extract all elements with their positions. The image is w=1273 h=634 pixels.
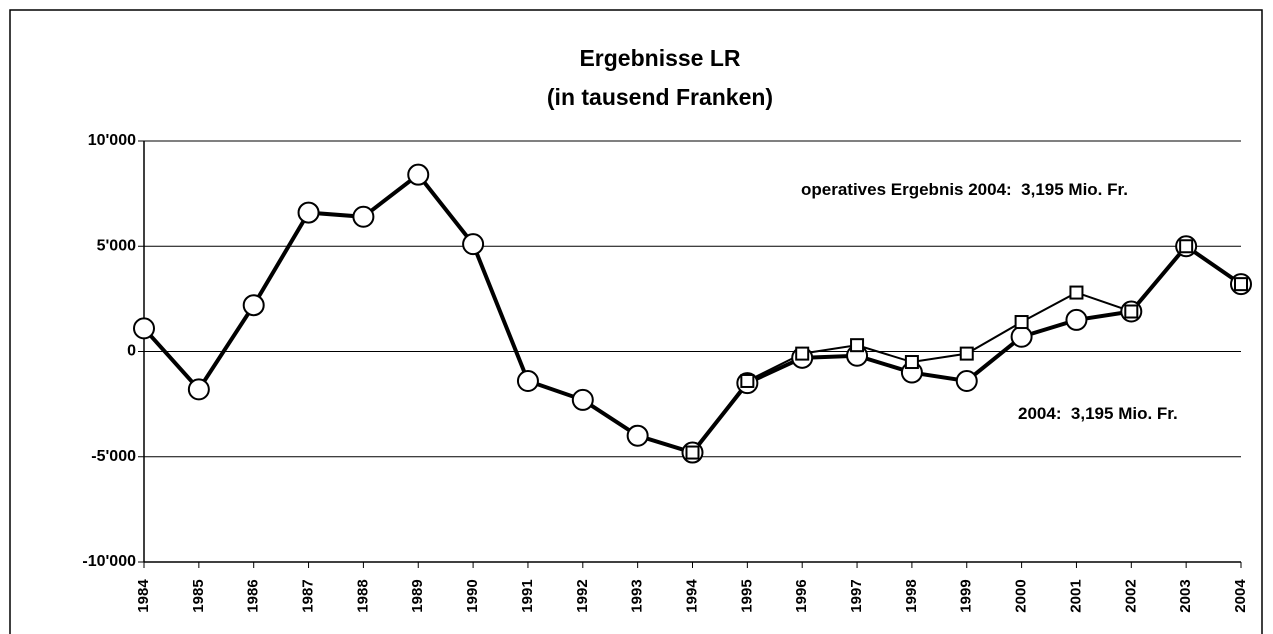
point-marker xyxy=(571,388,594,411)
x-tick-label: 2003 xyxy=(1177,579,1194,612)
point-marker xyxy=(242,294,265,317)
x-tick-label: 1993 xyxy=(629,579,646,612)
point-marker xyxy=(1179,239,1194,254)
chart-title: (in tausend Franken) xyxy=(547,84,773,110)
point-marker xyxy=(1014,315,1029,330)
x-tick-label: 2002 xyxy=(1122,579,1139,612)
point-marker xyxy=(740,373,755,388)
point-marker xyxy=(1065,308,1088,331)
point-marker xyxy=(352,205,375,228)
x-tick-label: 1987 xyxy=(300,579,317,612)
annotation: 2004: 3,195 Mio. Fr. xyxy=(1018,404,1178,423)
x-tick-label: 1998 xyxy=(903,579,920,612)
x-tick-label: 2004 xyxy=(1232,579,1249,613)
x-tick-label: 1992 xyxy=(574,579,591,612)
point-marker xyxy=(516,369,539,392)
point-marker xyxy=(959,346,974,361)
point-marker xyxy=(1069,285,1084,300)
x-tick-label: 1985 xyxy=(190,579,207,612)
x-tick-label: 1995 xyxy=(738,579,755,612)
point-marker xyxy=(850,338,865,353)
y-tick-label: 0 xyxy=(127,343,136,360)
x-tick-label: 1988 xyxy=(354,579,371,612)
point-marker xyxy=(1234,277,1248,292)
x-tick-label: 1989 xyxy=(409,579,426,612)
x-tick-label: 1991 xyxy=(519,579,536,612)
x-tick-label: 1996 xyxy=(793,579,810,612)
x-tick-label: 1986 xyxy=(245,579,262,612)
x-tick-label: 2001 xyxy=(1067,579,1084,612)
point-marker xyxy=(1010,325,1033,348)
x-tick-label: 1990 xyxy=(464,579,481,612)
chart-title: Ergebnisse LR xyxy=(579,45,740,71)
point-marker xyxy=(795,346,810,361)
point-marker xyxy=(685,445,700,460)
point-marker xyxy=(187,378,210,401)
point-marker xyxy=(407,163,430,186)
x-tick-label: 1994 xyxy=(683,579,700,613)
y-tick-label: 10'000 xyxy=(88,132,136,149)
x-tick-label: 1999 xyxy=(958,579,975,612)
point-marker xyxy=(955,369,978,392)
annotation: operatives Ergebnis 2004: 3,195 Mio. Fr. xyxy=(801,180,1128,199)
x-tick-label: 2000 xyxy=(1013,579,1030,612)
chart-frame xyxy=(9,9,1263,634)
y-tick-label: -5'000 xyxy=(91,448,136,465)
point-marker xyxy=(462,233,485,256)
point-marker xyxy=(626,424,649,447)
point-marker xyxy=(133,317,155,340)
point-marker xyxy=(297,201,320,224)
point-marker xyxy=(904,355,919,370)
y-tick-label: -10'000 xyxy=(82,553,136,570)
x-tick-label: 1997 xyxy=(848,579,865,612)
y-tick-label: 5'000 xyxy=(97,237,137,254)
point-marker xyxy=(1124,304,1139,319)
x-tick-label: 1984 xyxy=(135,579,152,613)
